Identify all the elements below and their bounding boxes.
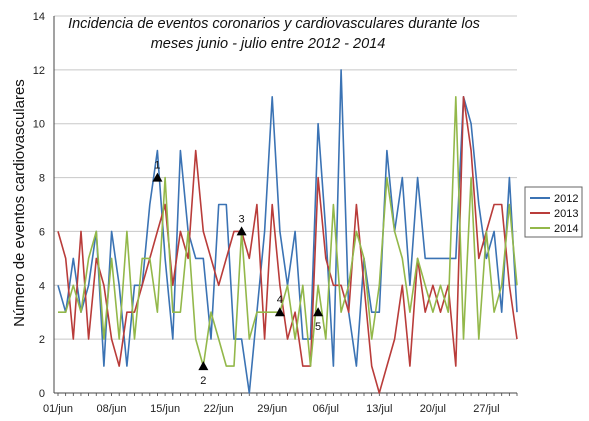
y-tick-label: 14 [33, 11, 45, 23]
annotation-label-1: 1 [154, 160, 160, 172]
annotation-marker [313, 307, 324, 317]
y-tick-label: 4 [39, 280, 45, 292]
annotation-marker [274, 307, 285, 317]
annotation-marker [152, 172, 163, 182]
annotation-marker [198, 361, 209, 371]
x-tick-label: 08/jun [97, 403, 127, 415]
x-tick-label: 15/jun [150, 403, 180, 415]
annotation-label-5: 5 [315, 321, 321, 333]
legend-label-2013: 2013 [554, 208, 578, 220]
x-tick-label: 29/jun [257, 403, 287, 415]
chart-title-line-1: Incidencia de eventos coronarios y cardi… [68, 16, 480, 32]
x-axis: 01/jun 08/jun 15/jun 22/jun 29/jun 06/jul 13/j… [43, 16, 518, 415]
legend: 2012 2013 2014 [524, 186, 583, 238]
x-tick-label: 01/jun [43, 403, 73, 415]
annotation-marker [236, 226, 247, 236]
series-line-2014 [58, 96, 518, 367]
y-axis-ticks: 0 2 4 6 8 10 12 14 [33, 11, 45, 400]
x-tick-label: 22/jun [204, 403, 234, 415]
y-tick-label: 0 [39, 388, 45, 400]
annotation-label-2: 2 [200, 375, 206, 387]
y-tick-label: 2 [39, 334, 45, 346]
y-tick-label: 6 [39, 226, 45, 238]
annotations: 1 2 3 4 5 [152, 160, 324, 387]
y-tick-label: 10 [33, 119, 45, 131]
y-axis-label: Número de eventos cardiovasculares [11, 79, 28, 327]
x-tick-label: 20/jul [420, 403, 446, 415]
annotation-label-3: 3 [239, 213, 245, 225]
x-tick-label: 06/jul [313, 403, 339, 415]
series-lines [57, 69, 518, 394]
x-tick-label: 27/jul [473, 403, 499, 415]
legend-label-2014: 2014 [554, 223, 578, 235]
x-tick-label: 13/jul [366, 403, 392, 415]
y-tick-label: 12 [33, 65, 45, 77]
chart-title: Incidencia de eventos coronarios y cardi… [68, 16, 480, 52]
legend-label-2012: 2012 [554, 193, 578, 205]
annotation-label-4: 4 [277, 294, 283, 306]
y-tick-label: 8 [39, 173, 45, 185]
chart-title-line-2: meses junio - julio entre 2012 - 2014 [151, 36, 386, 52]
series-line-2013 [57, 96, 518, 394]
